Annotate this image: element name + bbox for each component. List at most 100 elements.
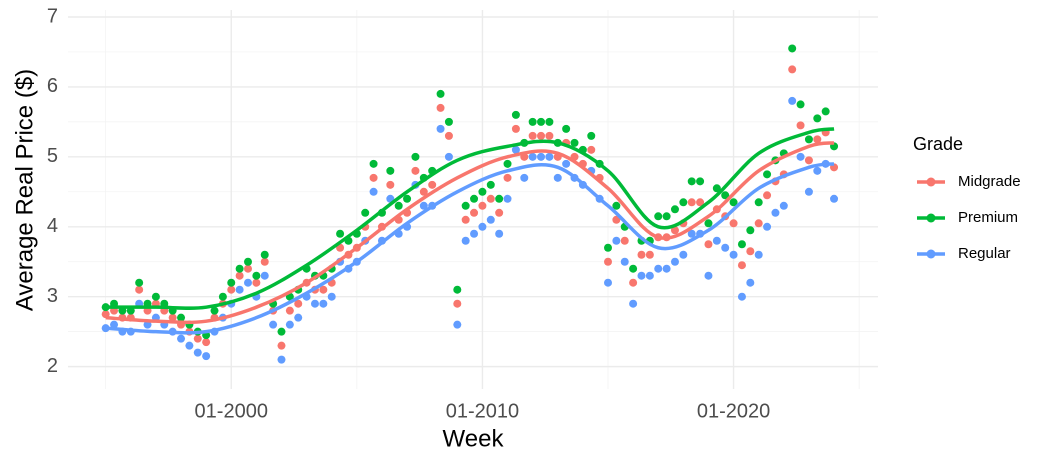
data-point	[511, 110, 520, 119]
data-point	[235, 285, 244, 294]
data-point	[495, 229, 504, 238]
data-point	[788, 44, 797, 53]
data-point	[411, 166, 420, 175]
data-point	[637, 250, 646, 259]
legend-label: Regular	[958, 245, 1011, 262]
data-point	[260, 257, 269, 266]
data-point	[453, 285, 462, 294]
data-point	[419, 187, 428, 196]
x-tick-label: 01-2010	[446, 400, 519, 422]
data-point	[746, 226, 755, 235]
data-point	[612, 236, 621, 245]
data-point	[562, 124, 571, 133]
y-axis-title: Average Real Price ($)	[11, 69, 38, 311]
data-point	[670, 205, 679, 214]
data-point	[428, 180, 437, 189]
data-point	[754, 250, 763, 259]
data-point	[461, 201, 470, 210]
data-point	[227, 285, 236, 294]
data-point	[679, 198, 688, 207]
data-point	[620, 257, 629, 266]
data-point	[277, 355, 286, 364]
data-point	[528, 131, 537, 140]
data-point	[495, 208, 504, 217]
data-point	[763, 222, 772, 231]
data-point	[754, 219, 763, 228]
data-point	[277, 341, 286, 350]
data-point	[177, 334, 186, 343]
legend-label: Midgrade	[958, 173, 1021, 190]
data-point	[712, 236, 721, 245]
data-point	[545, 152, 554, 161]
data-point	[746, 278, 755, 287]
y-tick-label: 2	[47, 355, 58, 377]
data-point	[645, 250, 654, 259]
data-point	[654, 212, 663, 221]
data-point	[821, 107, 830, 116]
data-point	[319, 299, 328, 308]
data-point	[804, 156, 813, 165]
data-point	[486, 194, 495, 203]
data-point	[511, 145, 520, 154]
data-point	[562, 159, 571, 168]
data-point	[721, 243, 730, 252]
data-point	[436, 124, 445, 133]
data-point	[763, 170, 772, 179]
data-point	[754, 198, 763, 207]
data-point	[444, 152, 453, 161]
data-point	[771, 208, 780, 217]
data-point	[662, 264, 671, 273]
data-point	[763, 191, 772, 200]
data-point	[737, 292, 746, 301]
data-point	[486, 180, 495, 189]
data-point	[294, 299, 303, 308]
data-point	[244, 278, 252, 287]
data-point	[386, 180, 395, 189]
data-point	[604, 243, 612, 252]
legend-dot	[926, 177, 936, 187]
data-point	[604, 257, 612, 266]
data-point	[813, 166, 822, 175]
data-point	[528, 117, 537, 126]
data-point	[696, 198, 705, 207]
y-tick-label: 6	[47, 75, 58, 97]
data-point	[185, 341, 194, 350]
data-point	[461, 215, 470, 224]
data-point	[436, 103, 445, 112]
data-point	[235, 264, 244, 273]
data-point	[587, 145, 596, 154]
data-point	[662, 212, 671, 221]
data-point	[679, 250, 688, 259]
data-point	[202, 352, 211, 361]
data-point	[537, 131, 546, 140]
data-point	[830, 194, 839, 203]
data-point	[453, 299, 462, 308]
data-point	[545, 131, 554, 140]
data-point	[721, 191, 730, 200]
data-point	[227, 278, 236, 287]
data-point	[453, 320, 462, 329]
data-point	[218, 292, 227, 301]
data-point	[386, 166, 395, 175]
data-point	[629, 278, 638, 287]
data-point	[545, 117, 554, 126]
smooth-line	[105, 141, 835, 325]
data-point	[729, 219, 738, 228]
data-point	[411, 152, 420, 161]
data-point	[813, 135, 822, 144]
data-point	[570, 138, 579, 147]
data-point	[260, 250, 269, 259]
data-point	[604, 278, 612, 287]
data-point	[135, 278, 144, 287]
x-tick-label: 01-2000	[195, 400, 268, 422]
data-point	[779, 201, 788, 210]
data-point	[629, 299, 638, 308]
data-point	[528, 152, 537, 161]
data-point	[478, 201, 487, 210]
data-point	[470, 229, 479, 238]
data-point	[444, 131, 453, 140]
data-point	[177, 313, 186, 322]
data-point	[168, 313, 177, 322]
data-point	[436, 89, 445, 98]
data-point	[403, 194, 412, 203]
